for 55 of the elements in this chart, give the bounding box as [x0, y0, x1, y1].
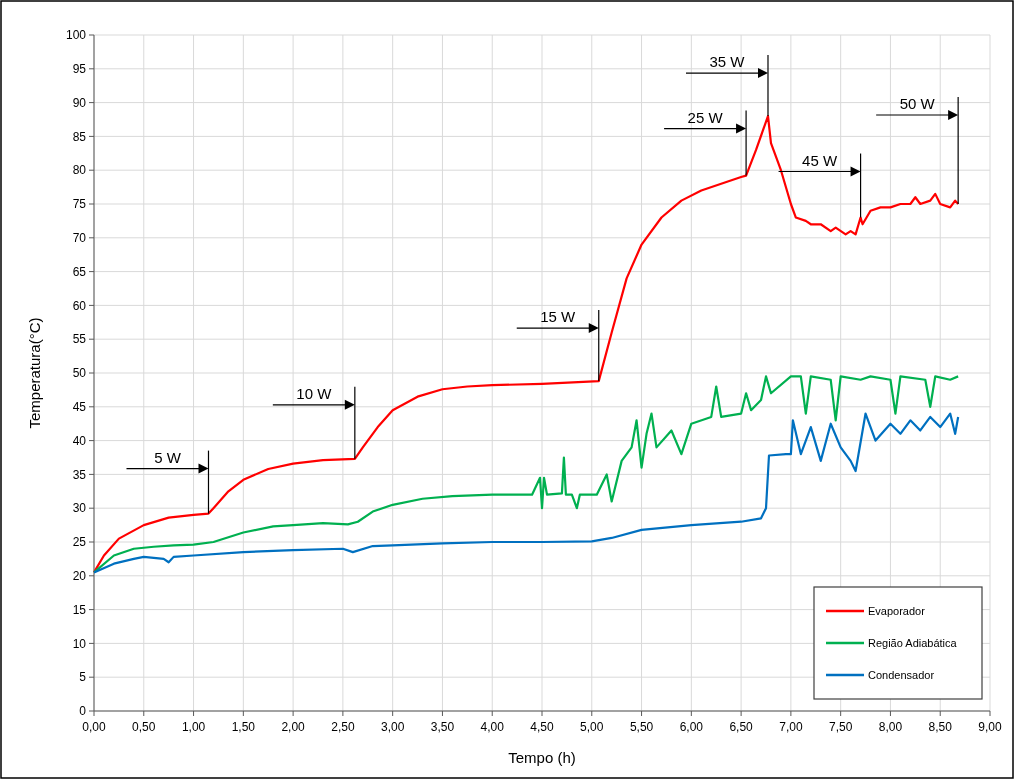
ref-line-label: 35 W [709, 53, 746, 71]
ref-line-label: 15 W [540, 308, 577, 326]
legend-label: Condensador [868, 668, 935, 681]
x-tick-label: 0,50 [132, 720, 156, 734]
y-tick-label: 0 [79, 704, 87, 719]
x-tick-label: 1,00 [181, 720, 206, 734]
y-tick-label: 75 [72, 197, 87, 212]
x-tick-label: 4,50 [530, 720, 554, 734]
y-tick-label: 80 [72, 163, 87, 178]
x-axis-title: Tempo (h) [508, 749, 576, 766]
ref-line-label: 5 W [154, 448, 182, 466]
ref-line-label: 50 W [899, 95, 936, 112]
line-series [92, 375, 960, 574]
y-axis-title: Temperatura(°C) [26, 317, 43, 429]
legend-label: Evaporador [868, 604, 926, 617]
x-tick-label: 8,50 [928, 720, 953, 734]
legend-label: Região Adiabática [868, 636, 958, 649]
x-tick-label: 9,00 [978, 720, 1002, 734]
ref-line-label: 25 W [687, 108, 724, 126]
y-tick-label: 35 [72, 467, 87, 482]
x-tick-label: 6,50 [729, 720, 754, 734]
y-tick-label: 45 [72, 400, 87, 414]
y-tick-label: 70 [72, 231, 87, 245]
line-series [92, 115, 960, 574]
y-tick-label: 15 [72, 602, 87, 617]
y-tick-label: 20 [72, 569, 87, 583]
y-tick-label: 100 [65, 28, 87, 43]
x-tick-label: 7,00 [779, 720, 803, 734]
line-series [92, 412, 960, 574]
y-tick-label: 25 [72, 535, 87, 550]
ref-line-label: 45 W [802, 151, 838, 169]
y-tick-label: 90 [72, 95, 87, 110]
x-tick-label: 7,50 [828, 720, 853, 734]
x-tick-label: 2,00 [281, 720, 306, 734]
x-tick-label: 8,00 [878, 720, 903, 734]
y-tick-label: 10 [72, 636, 87, 651]
y-tick-label: 55 [72, 332, 87, 347]
ref-line-label: 10 W [296, 384, 333, 402]
x-tick-label: 6,00 [679, 720, 704, 734]
x-tick-label: 4,00 [480, 720, 505, 734]
x-tick-label: 5,00 [580, 720, 604, 734]
y-tick-label: 50 [72, 366, 87, 381]
x-tick-label: 3,00 [380, 720, 405, 734]
x-tick-label: 0,00 [82, 720, 106, 734]
y-tick-label: 65 [72, 264, 87, 279]
y-tick-label: 5 [79, 670, 87, 685]
x-tick-label: 2,50 [331, 720, 355, 734]
x-tick-label: 5,50 [629, 720, 654, 734]
y-tick-label: 30 [72, 501, 87, 516]
y-tick-label: 95 [72, 62, 87, 76]
x-tick-label: 3,50 [430, 720, 455, 734]
y-tick-label: 85 [72, 129, 87, 144]
y-tick-label: 40 [72, 433, 87, 448]
y-tick-label: 60 [72, 298, 87, 313]
x-tick-label: 1,50 [231, 720, 256, 734]
